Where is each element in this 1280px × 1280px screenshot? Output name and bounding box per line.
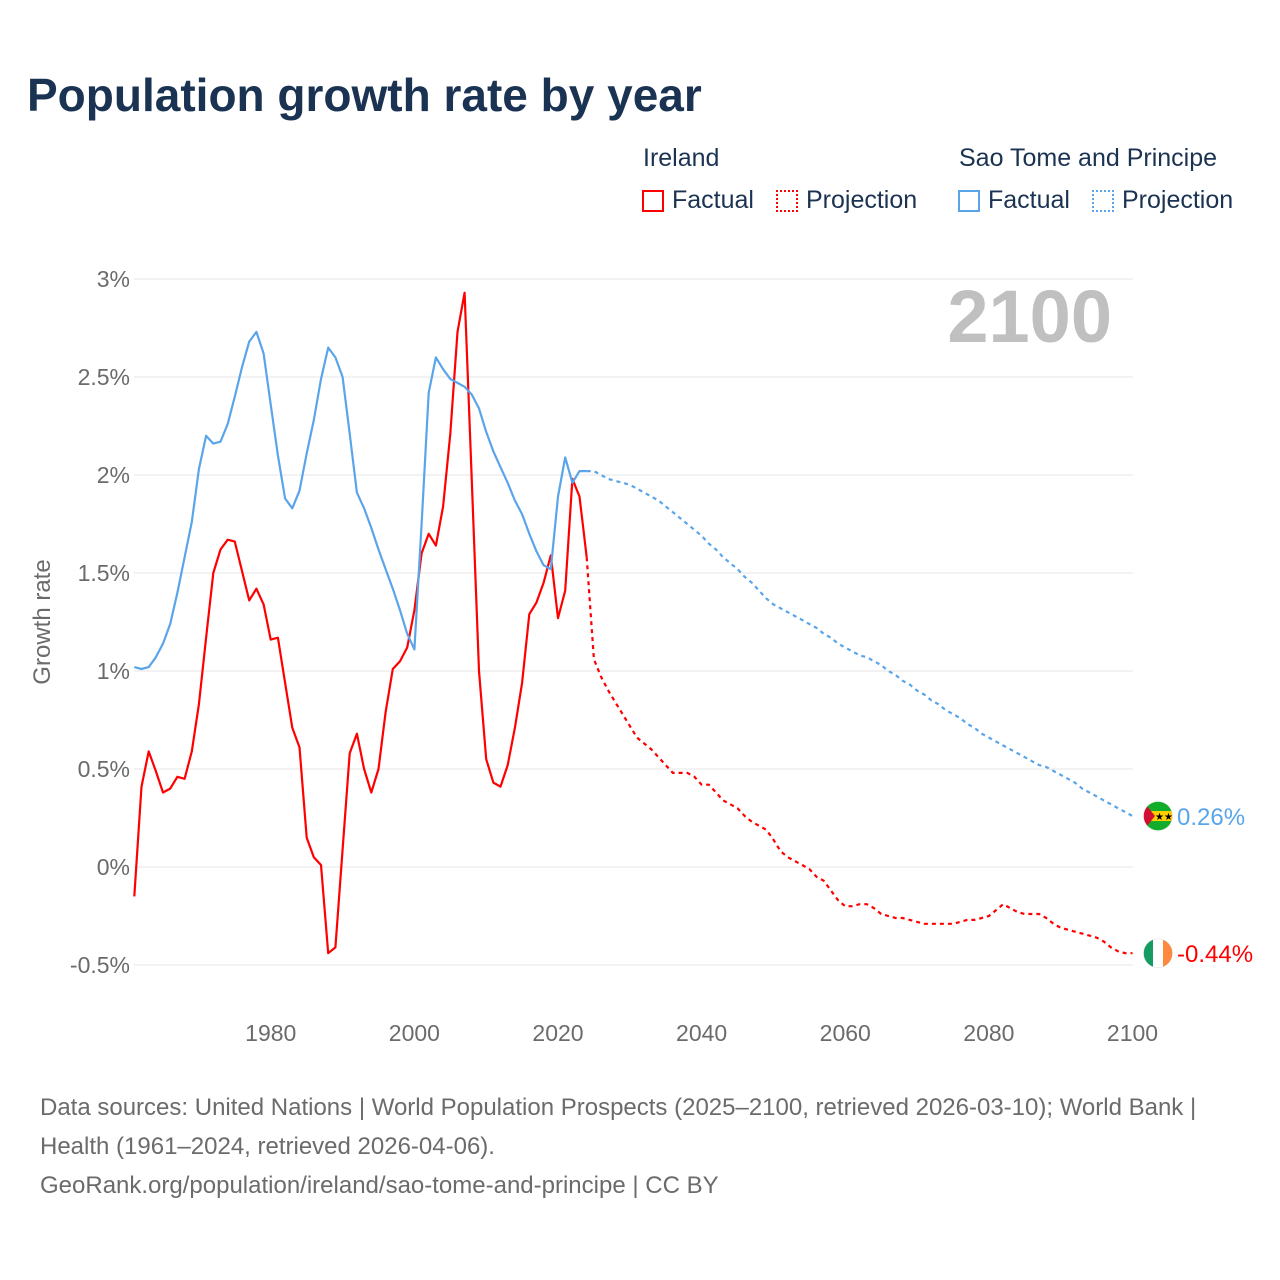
- sao-tome-projection-line: [586, 470, 1134, 817]
- y-tick-label: 0%: [97, 854, 130, 880]
- source-link[interactable]: GeoRank.org/population/ireland/sao-tome-…: [40, 1172, 719, 1199]
- y-tick-label: 2.5%: [78, 364, 130, 390]
- ireland-factual-line: [133, 291, 588, 955]
- x-tick-label: 1980: [245, 1020, 296, 1046]
- legend-item-sao-tome-factual[interactable]: Factual: [958, 186, 1070, 215]
- legend-label: Factual: [988, 186, 1070, 214]
- svg-text:★★: ★★: [1155, 812, 1173, 823]
- legend-label: Factual: [672, 186, 754, 214]
- legend-swatch-solid: [958, 189, 980, 212]
- legend-label: Projection: [1122, 186, 1234, 214]
- x-axis-ticks: 1980 2000 2020 2040 2060 2080 2100: [245, 1020, 1158, 1046]
- legend-country-name: Ireland: [643, 144, 720, 172]
- y-axis-ticks: 3% 2.5% 2% 1.5% 1% 0.5% 0% -0.5%: [70, 266, 130, 978]
- page-title: Population growth rate by year: [27, 69, 702, 121]
- y-tick-label: 0.5%: [78, 756, 130, 782]
- ireland-projection-line: [585, 557, 1133, 955]
- sao-tome-flag-icon: ★★: [1143, 801, 1173, 831]
- footer: Data sources: United Nations | World Pop…: [40, 1088, 1240, 1205]
- y-tick-label: -0.5%: [70, 952, 130, 978]
- series-lines: [133, 291, 1134, 955]
- data-sources: Data sources: United Nations | World Pop…: [40, 1094, 1197, 1160]
- legend-item-sao-tome-projection[interactable]: Projection: [1092, 186, 1233, 215]
- end-markers: -0.44% ★★ 0.26%: [1143, 801, 1253, 968]
- y-tick-label: 1%: [97, 658, 130, 684]
- x-tick-label: 2080: [963, 1020, 1014, 1046]
- gridlines: [134, 278, 1133, 966]
- x-tick-label: 2100: [1107, 1020, 1158, 1046]
- legend-item-ireland-projection[interactable]: Projection: [776, 186, 917, 215]
- x-tick-label: 2040: [676, 1020, 727, 1046]
- x-tick-label: 2000: [389, 1020, 440, 1046]
- ireland-end-value-label: -0.44%: [1177, 941, 1253, 968]
- sao-tome-end-value-label: 0.26%: [1177, 804, 1245, 831]
- current-year-label: 2100: [947, 275, 1112, 358]
- legend-swatch-dotted: [776, 189, 798, 212]
- legend-item-ireland-factual[interactable]: Factual: [642, 186, 754, 215]
- legend-country-name: Sao Tome and Principe: [959, 144, 1218, 172]
- legend-label: Projection: [806, 186, 918, 214]
- x-tick-label: 2060: [820, 1020, 871, 1046]
- y-axis-label: Growth rate: [29, 559, 56, 684]
- legend-swatch-dotted: [1092, 189, 1114, 212]
- sao-tome-factual-line: [134, 330, 587, 671]
- x-tick-label: 2020: [532, 1020, 583, 1046]
- y-tick-label: 3%: [97, 266, 130, 292]
- legend-swatch-solid: [642, 189, 664, 212]
- ireland-flag-icon: [1143, 938, 1173, 968]
- y-tick-label: 1.5%: [78, 560, 130, 586]
- y-tick-label: 2%: [97, 462, 130, 488]
